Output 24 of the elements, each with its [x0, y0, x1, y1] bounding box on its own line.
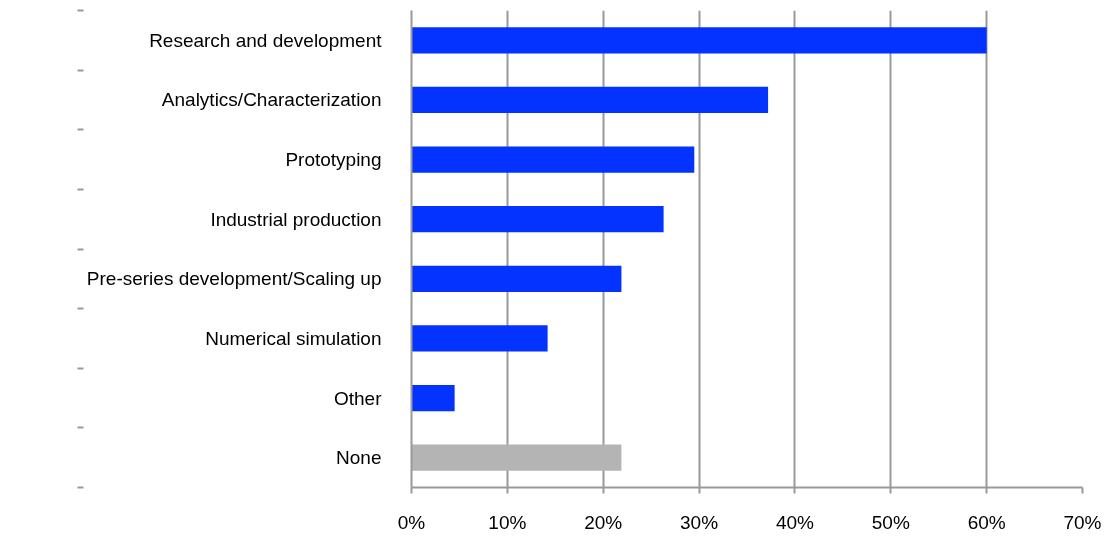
x-tick-label: 50%: [871, 511, 910, 533]
x-tick-label: 60%: [967, 511, 1006, 533]
bar: [411, 206, 664, 233]
x-tick-label: 20%: [584, 511, 623, 533]
bar: [411, 325, 548, 352]
x-tick-label: 30%: [680, 511, 719, 533]
y-tick-label: Industrial production: [210, 208, 382, 230]
x-tick-label: 70%: [1063, 511, 1102, 533]
bar: [411, 265, 622, 292]
y-tick-label: Prototyping: [285, 149, 382, 171]
y-tick-label: Analytics/Characterization: [161, 89, 382, 111]
y-tick-label: Pre-series development/Scaling up: [86, 268, 382, 290]
x-tick-label: 0%: [397, 511, 426, 533]
bar: [411, 384, 455, 412]
bar: [411, 146, 695, 173]
y-tick-label: Research and development: [149, 29, 383, 51]
bar: [411, 27, 987, 54]
y-tick-label: Other: [333, 387, 383, 409]
y-tick-label: None: [336, 447, 382, 469]
bar: [411, 86, 769, 114]
x-tick-label: 40%: [775, 511, 815, 533]
x-tick-label: 10%: [488, 511, 527, 533]
bar: [411, 444, 622, 471]
y-tick-label: Numerical simulation: [205, 327, 382, 349]
